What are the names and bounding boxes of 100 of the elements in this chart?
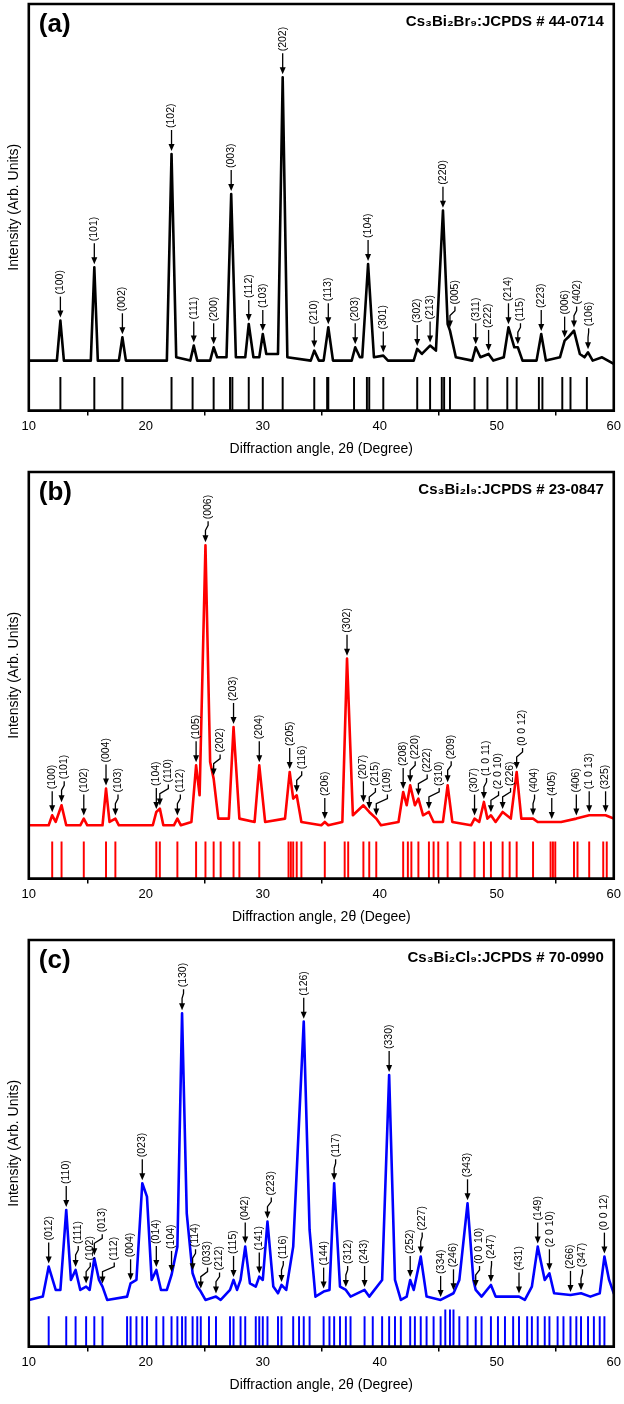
chart-title: (a) — [38, 8, 71, 39]
annotation: (223) — [534, 283, 547, 308]
x-axis-title: Diffraction angle, 2θ (Degee) — [231, 908, 411, 925]
annotation: (112) — [241, 274, 254, 298]
annotation: (404) — [527, 768, 540, 793]
x-tick-label: 10 — [21, 885, 37, 901]
annotation: (302) — [339, 608, 352, 633]
annotation: (116) — [294, 745, 307, 770]
annotation: (014) — [149, 1219, 162, 1244]
annotation: (200) — [206, 296, 219, 322]
annotation: (113) — [321, 277, 334, 302]
annotation: (206) — [317, 771, 330, 796]
annotation: (405) — [544, 771, 557, 796]
annotation: (2 0 10) — [491, 753, 504, 790]
annotation: (006) — [557, 290, 570, 315]
annotation: (103) — [110, 768, 123, 793]
annotation: (110) — [59, 1160, 72, 1184]
annotation: (104) — [360, 213, 373, 238]
annotation: (310) — [432, 761, 445, 786]
annotation: (114) — [188, 1223, 201, 1248]
annotation: (004) — [123, 1232, 136, 1258]
annotation: (203) — [348, 296, 361, 322]
annotation: (100) — [53, 270, 66, 295]
annotation: (102) — [164, 103, 177, 128]
annotation: (116) — [276, 1235, 289, 1259]
annotation: (243) — [357, 1239, 370, 1264]
annotation: (103) — [255, 283, 268, 308]
x-tick-label: 30 — [255, 885, 271, 901]
annotation: (117) — [328, 1133, 341, 1158]
annotation: (1 0 13) — [582, 753, 595, 790]
annotation: (203) — [226, 676, 239, 701]
annotation: (101) — [87, 216, 100, 242]
annotation: (106) — [581, 301, 594, 327]
x-tick-label: 20 — [138, 417, 154, 433]
annotation: (105) — [188, 714, 201, 740]
annotation: (312) — [340, 1239, 353, 1264]
annotation: (406) — [569, 768, 582, 793]
annotation: (013) — [95, 1207, 108, 1233]
annotation: (222) — [481, 303, 494, 328]
x-tick-label: 10 — [21, 417, 37, 433]
annotation: (214) — [501, 276, 514, 302]
annotation: (0 0 12) — [515, 709, 528, 746]
x-tick-label: 40 — [372, 1353, 388, 1369]
y-axis-title: Intensity (Arb. Units) — [5, 611, 22, 739]
annotation: (033) — [200, 1241, 213, 1266]
annotation: (2 0 10) — [542, 1211, 555, 1248]
x-tick-label: 10 — [21, 1353, 37, 1369]
annotation: (144) — [316, 1241, 329, 1266]
annotation: (102) — [76, 768, 89, 793]
annotation: (325) — [598, 764, 611, 790]
annotation: (205) — [282, 721, 295, 746]
annotation: (215) — [368, 761, 381, 786]
x-axis-title: Diffraction angle, 2θ (Degree) — [229, 440, 413, 457]
annotation: (115) — [226, 1230, 239, 1254]
annotation: (1 0 11) — [479, 740, 492, 776]
annotation: (006) — [200, 494, 213, 520]
annotation: (302) — [410, 298, 423, 323]
x-tick-label: 40 — [372, 417, 388, 433]
annotation: (402) — [569, 280, 582, 305]
annotation: (207) — [356, 754, 369, 780]
annotation: (111) — [186, 296, 199, 320]
chart-title: (b) — [38, 476, 72, 507]
annotation: (012) — [41, 1216, 54, 1241]
x-tick-label: 30 — [255, 1353, 271, 1369]
annotation: (042) — [238, 1196, 251, 1221]
annotation: (126) — [296, 971, 309, 996]
annotation: (208) — [396, 741, 409, 766]
annotation: (141) — [252, 1226, 265, 1251]
annotation: (104) — [164, 1224, 177, 1249]
annotation: (023) — [135, 1132, 148, 1158]
annotation: (005) — [447, 280, 460, 305]
x-tick-label: 20 — [138, 885, 154, 901]
annotation: (301) — [376, 305, 389, 330]
annotation: (431) — [511, 1246, 524, 1271]
annotation: (210) — [307, 300, 320, 325]
annotation: (0 0 12) — [597, 1194, 610, 1231]
annotation: (222) — [420, 748, 433, 773]
annotation: (334) — [433, 1249, 446, 1274]
annotation: (266) — [563, 1244, 576, 1269]
y-axis-title: Intensity (Arb. Units) — [5, 1079, 22, 1207]
annotation: (347) — [575, 1242, 588, 1268]
x-tick-label: 50 — [489, 885, 505, 901]
annotation: (307) — [467, 768, 480, 793]
annotation: (227) — [415, 1206, 428, 1231]
annotation: (100) — [45, 764, 58, 790]
annotation: (0 0 10) — [472, 1227, 485, 1264]
chart-title: (c) — [38, 944, 71, 975]
x-tick-label: 40 — [372, 885, 388, 901]
annotation: (102) — [83, 1236, 96, 1261]
annotation: (212) — [212, 1246, 225, 1271]
chart-subtitle: Cs₃Bi₂Cl₉:JCPDS # 70-0990 — [407, 947, 604, 965]
annotation: (115) — [513, 297, 526, 322]
annotation: (311) — [468, 297, 481, 322]
x-axis-title: Diffraction angle, 2θ (Degree) — [229, 1376, 413, 1393]
x-tick-label: 50 — [489, 1353, 505, 1369]
x-tick-label: 60 — [606, 1353, 621, 1369]
chart-subtitle: Cs₃Bi₂I₉:JCPDS # 23-0847 — [418, 479, 604, 497]
annotation: (209) — [444, 734, 457, 760]
annotation: (330) — [382, 1024, 395, 1049]
annotation: (149) — [530, 1196, 543, 1221]
